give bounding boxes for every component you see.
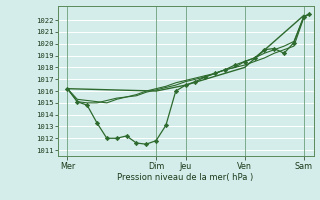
X-axis label: Pression niveau de la mer( hPa ): Pression niveau de la mer( hPa ) — [117, 173, 254, 182]
